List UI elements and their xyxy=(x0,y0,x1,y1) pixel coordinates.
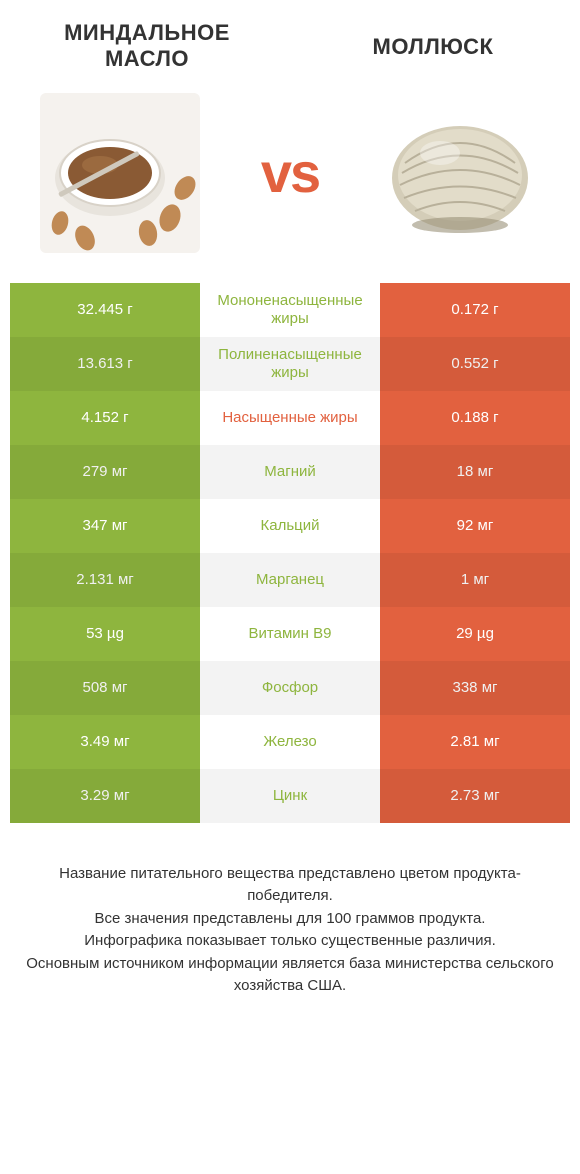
footer-line: Название питательного вещества представл… xyxy=(20,863,560,908)
images-row: vs xyxy=(0,83,580,283)
right-value-cell: 2.73 мг xyxy=(380,769,570,823)
right-product-image xyxy=(380,93,540,253)
footer-line: Инфографика показывает только существенн… xyxy=(20,930,560,953)
vs-label: vs xyxy=(261,140,319,205)
nutrient-label-cell: Насыщенные жиры xyxy=(200,391,380,445)
left-product-image xyxy=(40,93,200,253)
left-value-cell: 279 мг xyxy=(10,445,200,499)
right-product-title: Моллюск xyxy=(316,20,550,60)
right-value-cell: 18 мг xyxy=(380,445,570,499)
table-row: 3.49 мгЖелезо2.81 мг xyxy=(10,715,570,769)
nutrient-label-cell: Цинк xyxy=(200,769,380,823)
nutrient-label-cell: Магний xyxy=(200,445,380,499)
header: Миндальное масло Моллюск xyxy=(0,0,580,83)
right-value-cell: 29 µg xyxy=(380,607,570,661)
right-value-cell: 0.188 г xyxy=(380,391,570,445)
nutrient-label-cell: Мононенасыщенные жиры xyxy=(200,283,380,337)
left-value-cell: 53 µg xyxy=(10,607,200,661)
right-value-cell: 2.81 мг xyxy=(380,715,570,769)
table-row: 32.445 гМононенасыщенные жиры0.172 г xyxy=(10,283,570,337)
left-value-cell: 3.29 мг xyxy=(10,769,200,823)
table-row: 13.613 гПолиненасыщенные жиры0.552 г xyxy=(10,337,570,391)
footer-line: Основным источником информации является … xyxy=(20,953,560,998)
right-value-cell: 338 мг xyxy=(380,661,570,715)
left-value-cell: 4.152 г xyxy=(10,391,200,445)
table-row: 347 мгКальций92 мг xyxy=(10,499,570,553)
footer-line: Все значения представлены для 100 граммо… xyxy=(20,908,560,931)
left-value-cell: 347 мг xyxy=(10,499,200,553)
table-row: 279 мгМагний18 мг xyxy=(10,445,570,499)
nutrient-label-cell: Железо xyxy=(200,715,380,769)
comparison-table: 32.445 гМононенасыщенные жиры0.172 г13.6… xyxy=(10,283,570,823)
table-row: 3.29 мгЦинк2.73 мг xyxy=(10,769,570,823)
table-row: 2.131 мгМарганец1 мг xyxy=(10,553,570,607)
left-product-title: Миндальное масло xyxy=(30,20,264,73)
table-row: 508 мгФосфор338 мг xyxy=(10,661,570,715)
left-value-cell: 3.49 мг xyxy=(10,715,200,769)
nutrient-label-cell: Полиненасыщенные жиры xyxy=(200,337,380,391)
nutrient-label-cell: Марганец xyxy=(200,553,380,607)
right-value-cell: 0.552 г xyxy=(380,337,570,391)
right-value-cell: 0.172 г xyxy=(380,283,570,337)
table-row: 4.152 гНасыщенные жиры0.188 г xyxy=(10,391,570,445)
right-value-cell: 92 мг xyxy=(380,499,570,553)
footer-notes: Название питательного вещества представл… xyxy=(0,863,580,1038)
left-value-cell: 32.445 г xyxy=(10,283,200,337)
nutrient-label-cell: Витамин B9 xyxy=(200,607,380,661)
left-value-cell: 2.131 мг xyxy=(10,553,200,607)
left-value-cell: 13.613 г xyxy=(10,337,200,391)
right-value-cell: 1 мг xyxy=(380,553,570,607)
nutrient-label-cell: Кальций xyxy=(200,499,380,553)
nutrient-label-cell: Фосфор xyxy=(200,661,380,715)
left-value-cell: 508 мг xyxy=(10,661,200,715)
table-row: 53 µgВитамин B929 µg xyxy=(10,607,570,661)
